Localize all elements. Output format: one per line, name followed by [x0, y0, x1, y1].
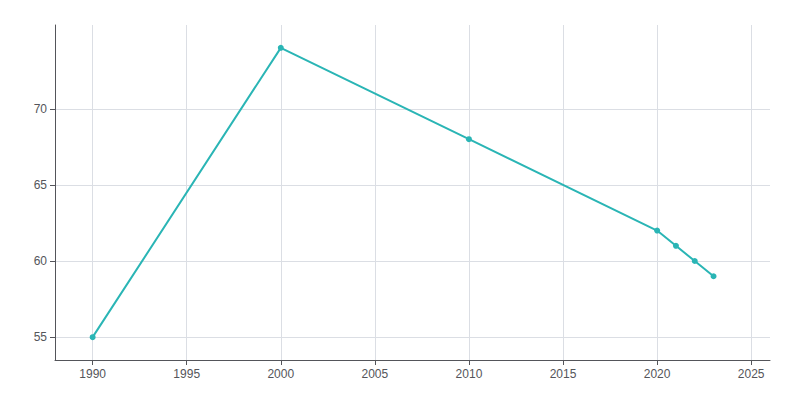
svg-text:70: 70 [34, 102, 48, 116]
svg-text:2005: 2005 [362, 367, 389, 381]
svg-text:2020: 2020 [644, 367, 671, 381]
svg-text:65: 65 [34, 178, 48, 192]
svg-text:2025: 2025 [738, 367, 765, 381]
svg-text:2015: 2015 [550, 367, 577, 381]
svg-text:2010: 2010 [456, 367, 483, 381]
svg-text:1995: 1995 [173, 367, 200, 381]
svg-text:60: 60 [34, 254, 48, 268]
svg-text:55: 55 [34, 330, 48, 344]
svg-text:1990: 1990 [79, 367, 106, 381]
svg-text:2000: 2000 [267, 367, 294, 381]
